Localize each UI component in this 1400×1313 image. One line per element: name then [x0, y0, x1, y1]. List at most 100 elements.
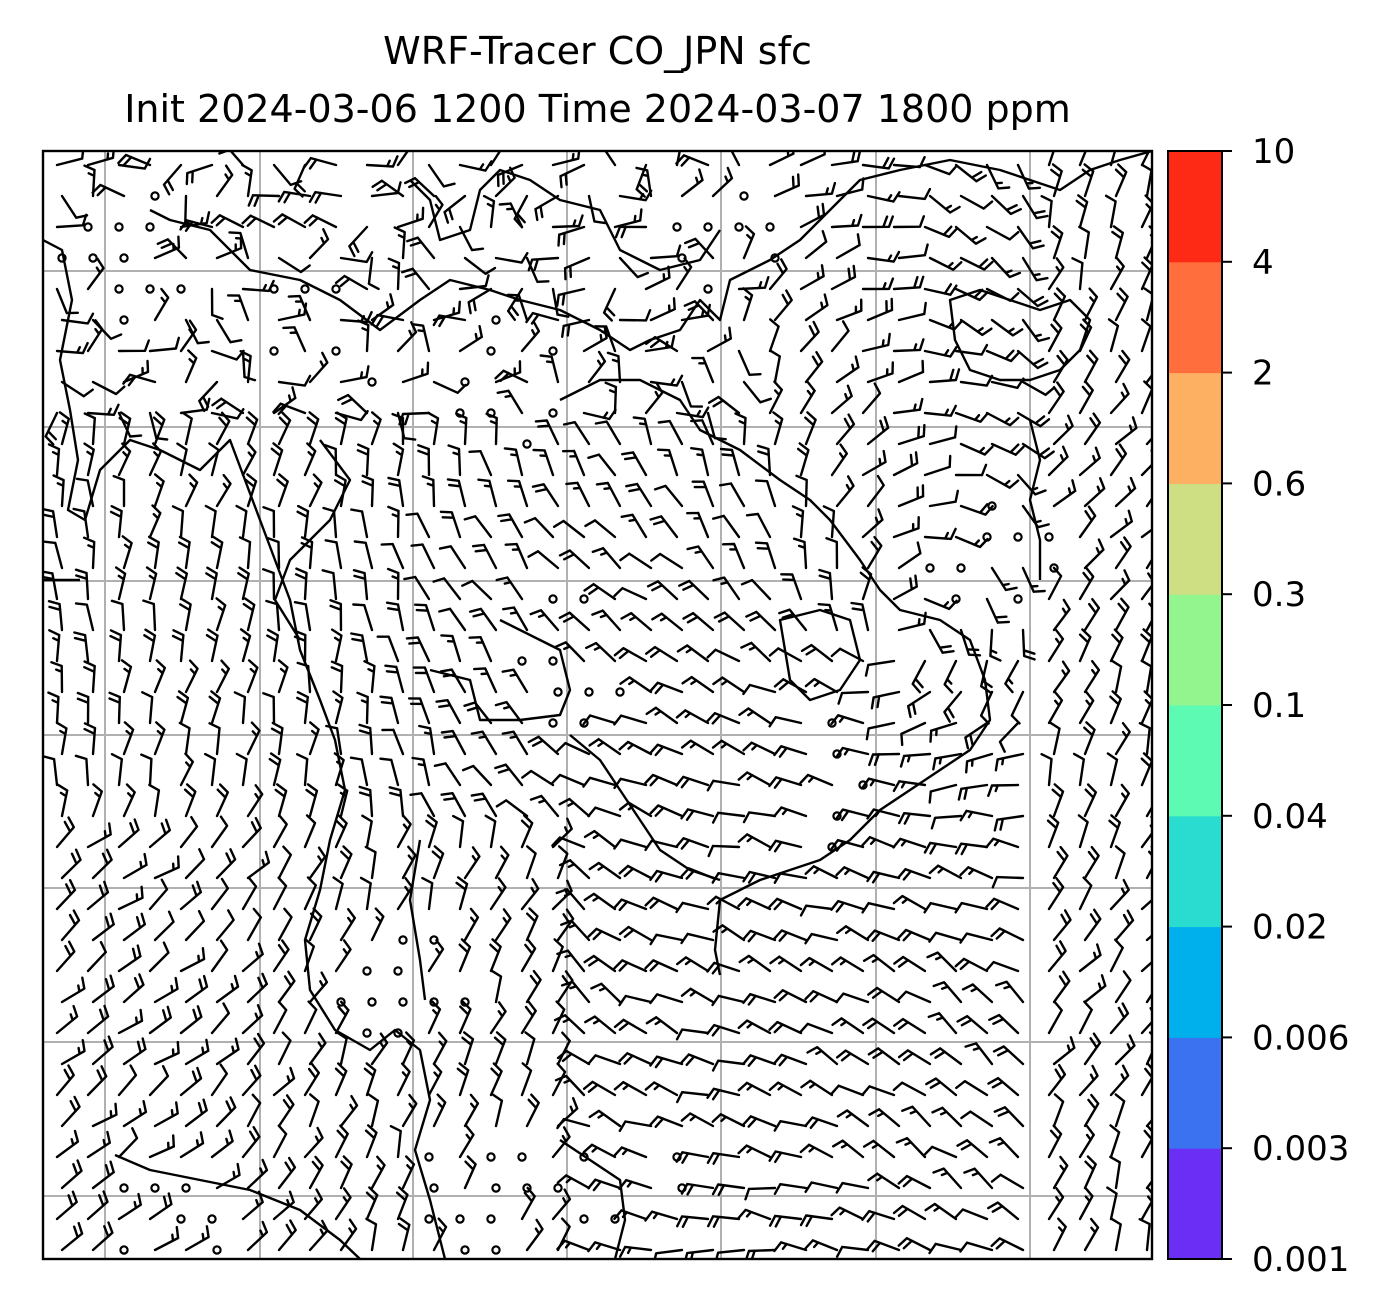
wind-barb	[334, 939, 352, 973]
wind-barb	[1104, 194, 1117, 229]
wind-barb	[768, 839, 803, 853]
wind-barb	[153, 659, 166, 694]
coastline-south-land	[114, 1153, 361, 1259]
wind-barb	[737, 1144, 772, 1159]
wind-barb	[1109, 569, 1131, 601]
wind-barb	[835, 298, 863, 322]
wind-barb	[923, 283, 958, 296]
wind-barb	[987, 1201, 1020, 1221]
wind-barb	[245, 411, 259, 446]
wind-barb	[1109, 878, 1130, 911]
wind-barb	[558, 611, 591, 632]
calm-marker	[460, 1245, 470, 1255]
wind-barb	[742, 741, 777, 756]
wind-barb	[1140, 628, 1152, 663]
wind-barb	[153, 287, 170, 322]
wind-barb	[675, 775, 710, 789]
wind-barb	[458, 1124, 475, 1159]
wind-barb	[595, 481, 622, 508]
wind-barb	[1016, 163, 1042, 190]
wind-barbs	[43, 151, 1152, 1259]
wind-barb	[745, 610, 777, 632]
wind-barb	[440, 792, 467, 818]
wind-barb	[215, 411, 231, 446]
wind-barb	[1114, 783, 1130, 818]
wind-barb	[470, 730, 498, 756]
wind-barb	[988, 1137, 1020, 1159]
wind-barb	[294, 567, 308, 601]
wind-barb	[210, 214, 245, 229]
wind-barb	[240, 163, 253, 198]
wind-barb	[618, 925, 653, 942]
wind-barb	[591, 547, 622, 570]
map-frame	[41, 149, 1154, 1261]
wind-barb	[1078, 318, 1093, 353]
wind-barb	[60, 976, 86, 1004]
wind-barb	[959, 503, 994, 516]
wind-barb	[525, 845, 537, 880]
wind-barb	[554, 1074, 586, 1097]
wind-barb	[52, 474, 65, 508]
wind-barb	[1083, 1032, 1102, 1066]
calm-marker	[677, 253, 687, 263]
colorbar: 0.001 0.003 0.006 0.02 0.04 0.1 0.3 0.6 2 4 10	[1167, 132, 1349, 1280]
wind-barb	[91, 848, 113, 880]
wind-barb	[1143, 287, 1152, 322]
wind-barb	[830, 151, 862, 167]
calm-marker	[331, 346, 341, 356]
wind-barb	[1052, 845, 1069, 880]
wind-barb	[421, 475, 436, 508]
wind-barb	[768, 897, 803, 911]
wind-barb	[438, 545, 467, 570]
wind-barb	[409, 792, 436, 818]
wind-barb	[303, 814, 317, 849]
wind-barb	[265, 599, 281, 632]
wind-barb	[625, 482, 653, 508]
wind-barb	[363, 660, 376, 694]
calm-marker	[114, 284, 124, 294]
wind-barb	[303, 938, 315, 973]
wind-barb	[438, 607, 467, 632]
wind-barb	[1047, 1000, 1063, 1035]
wind-barb	[50, 661, 64, 694]
wind-barb	[525, 1093, 540, 1128]
wind-barb	[527, 256, 560, 272]
wind-barb	[737, 833, 772, 849]
colorbar-tick-label: 0.3	[1252, 575, 1306, 615]
wind-barb	[494, 908, 512, 942]
calm-marker	[827, 718, 837, 728]
wind-barb	[1047, 151, 1055, 167]
wind-barb	[121, 535, 133, 570]
wind-barb	[959, 932, 994, 944]
wind-barb	[403, 575, 431, 601]
wind-barb	[153, 855, 180, 880]
wind-barb	[494, 252, 529, 264]
wind-barb	[1052, 479, 1077, 508]
wind-barb	[246, 659, 259, 694]
wind-barb	[868, 752, 901, 767]
wind-barb	[675, 837, 710, 850]
wind-barb	[491, 1093, 504, 1128]
wind-barb	[676, 1091, 710, 1104]
wind-barb	[117, 411, 143, 438]
wind-barb	[830, 899, 865, 913]
wind-barb	[308, 907, 323, 942]
calm-marker	[367, 997, 377, 1007]
wind-barb	[1083, 783, 1097, 818]
wind-barb	[117, 339, 150, 353]
colorbar-tick-label: 2	[1252, 354, 1274, 394]
wind-barb	[928, 931, 963, 943]
wind-barb	[990, 377, 1025, 389]
wind-barb	[613, 898, 648, 912]
wind-barb	[179, 815, 199, 849]
wind-barb	[274, 783, 288, 818]
wind-barb	[471, 543, 498, 570]
wind-barb	[897, 928, 932, 942]
wind-barb	[606, 351, 622, 384]
wind-barb	[676, 1215, 710, 1228]
wind-barb	[861, 508, 884, 539]
wind-barb	[587, 806, 622, 818]
wind-barb	[985, 960, 1020, 973]
wind-barb	[427, 194, 444, 229]
